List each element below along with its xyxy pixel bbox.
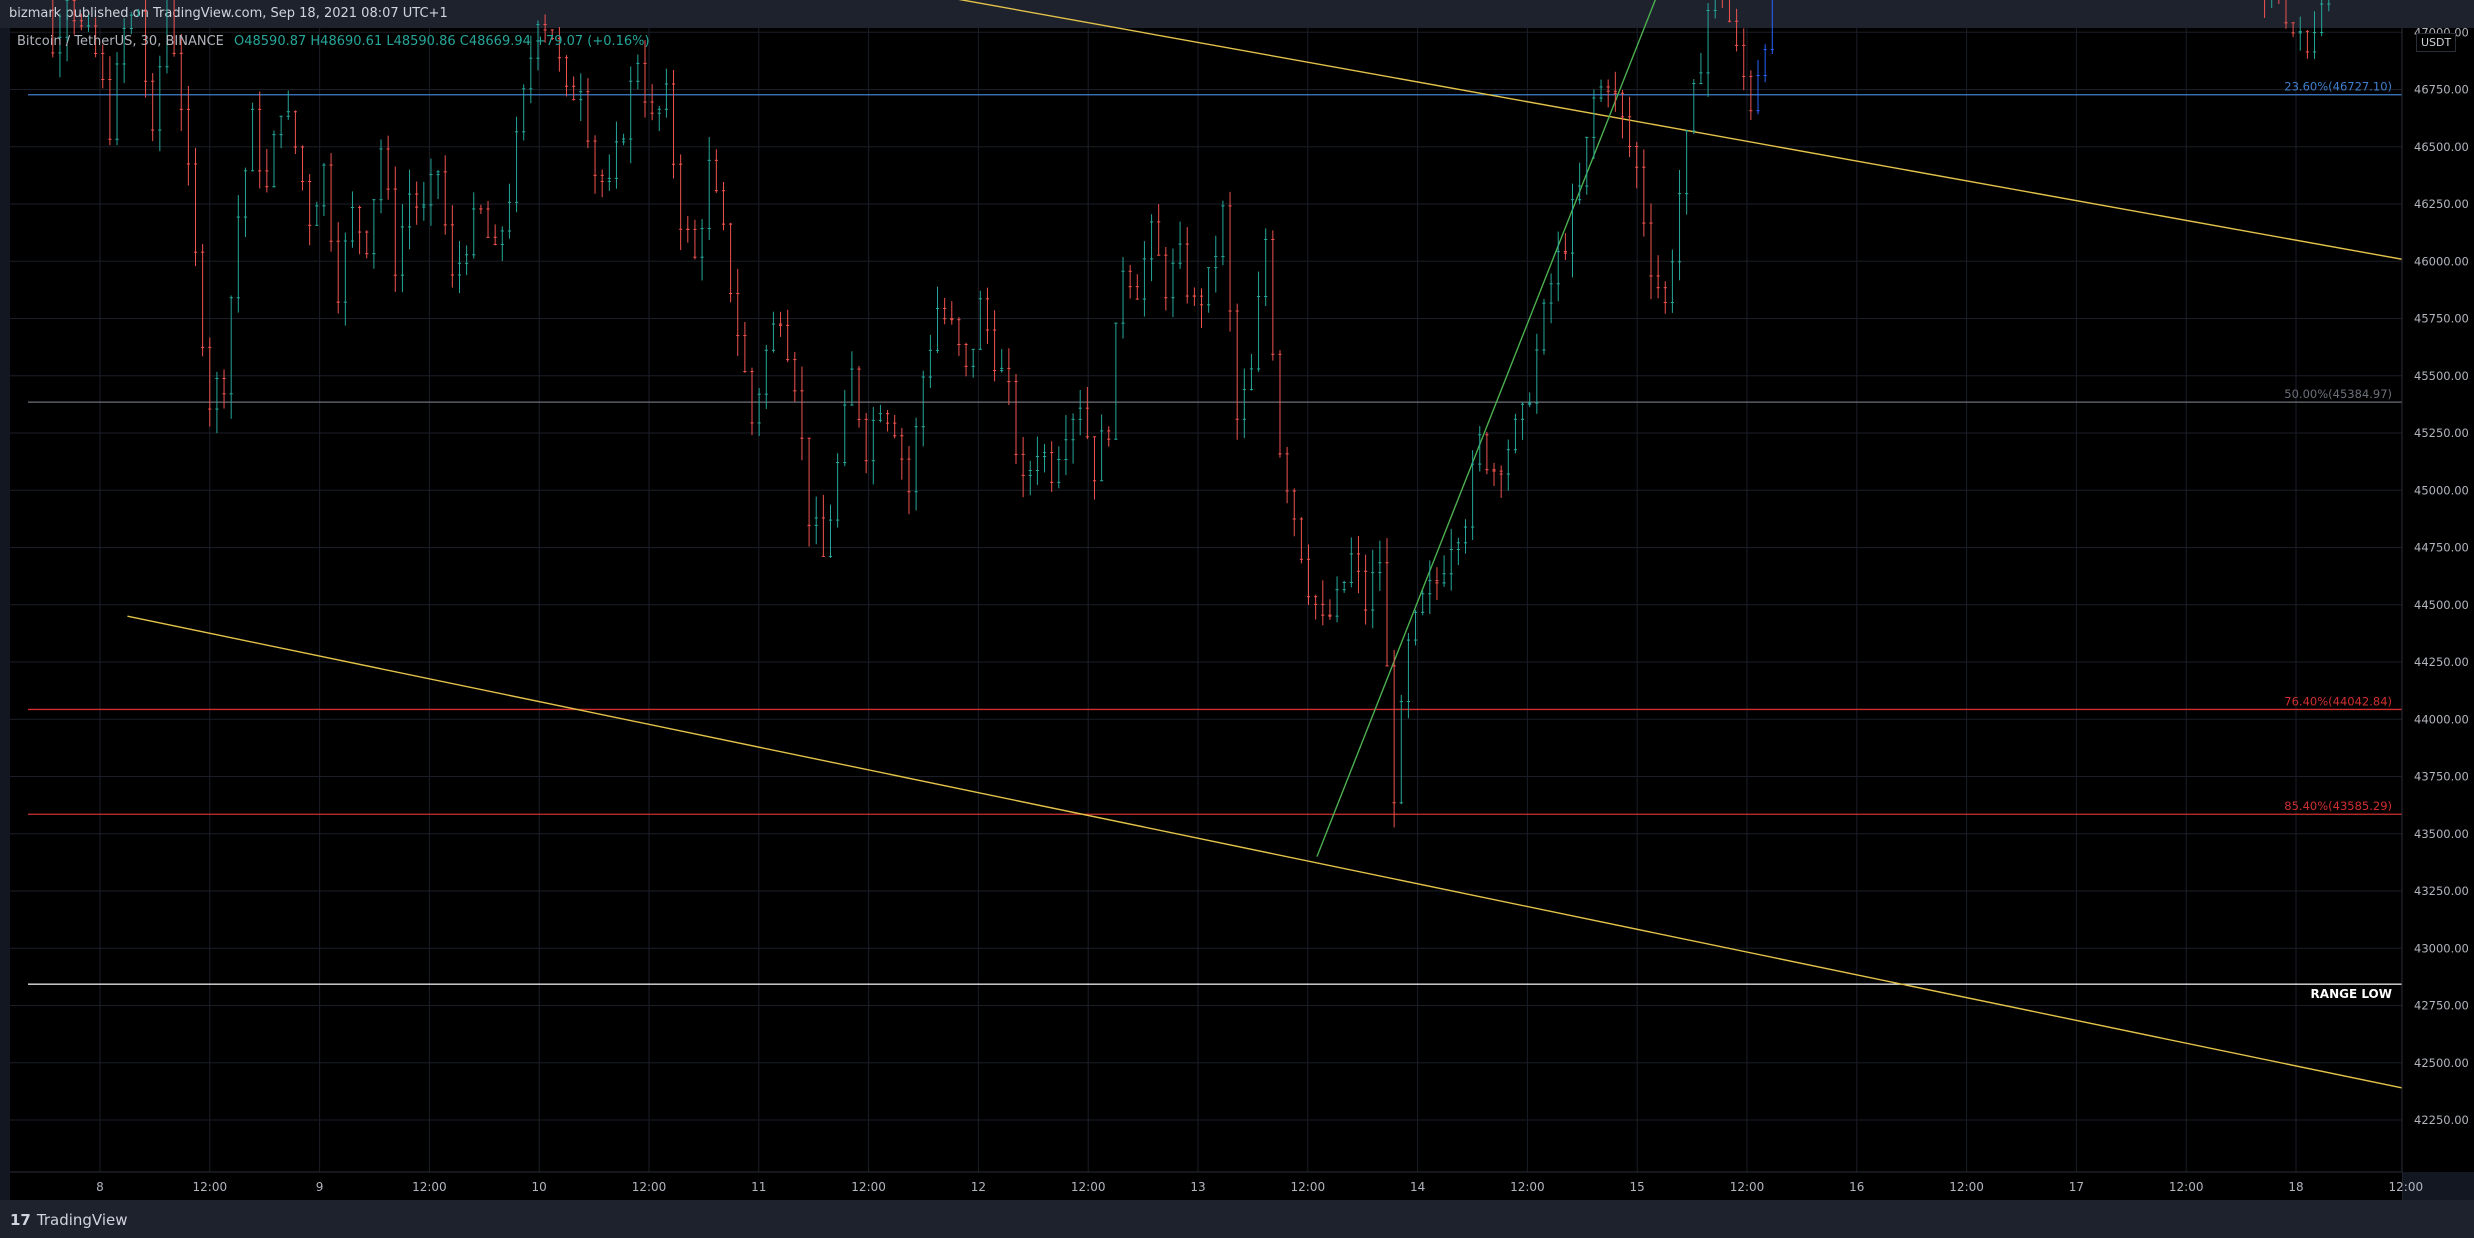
fib-level-label: 85.40%(43585.29) bbox=[2284, 799, 2392, 813]
symbol-title: Bitcoin / TetherUS, 30, BINANCE bbox=[17, 34, 224, 49]
time-tick-label: 12:00 bbox=[412, 1180, 447, 1194]
footer-bar: 17 TradingView bbox=[0, 1200, 2474, 1238]
time-tick-label: 12:00 bbox=[1949, 1180, 1984, 1194]
price-tick-label: 43500.00 bbox=[2414, 827, 2469, 841]
time-tick-label: 17 bbox=[2069, 1180, 2084, 1194]
price-tick-label: 44750.00 bbox=[2414, 541, 2469, 555]
time-tick-label: 12:00 bbox=[2169, 1180, 2204, 1194]
time-tick-label: 10 bbox=[532, 1180, 547, 1194]
price-axis-bg bbox=[2402, 28, 2474, 1172]
price-tick-label: 44000.00 bbox=[2414, 712, 2469, 726]
time-tick-label: 12:00 bbox=[1730, 1180, 1765, 1194]
time-tick-label: 11 bbox=[751, 1180, 766, 1194]
price-tick-label: 45750.00 bbox=[2414, 312, 2469, 326]
price-tick-label: 43250.00 bbox=[2414, 884, 2469, 898]
price-chart[interactable]: 14.60%(47184.65)23.60%(46727.10)50.00%(4… bbox=[0, 0, 2474, 1200]
symbol-legend: Bitcoin / TetherUS, 30, BINANCE O48590.8… bbox=[17, 34, 650, 49]
price-tick-label: 42500.00 bbox=[2414, 1056, 2469, 1070]
ohlc-close: C48669.94 bbox=[459, 34, 531, 49]
time-tick-label: 12 bbox=[971, 1180, 986, 1194]
price-tick-label: 42250.00 bbox=[2414, 1113, 2469, 1127]
price-tick-label: 46250.00 bbox=[2414, 197, 2469, 211]
time-tick-label: 12:00 bbox=[851, 1180, 886, 1194]
candles bbox=[51, 0, 2331, 828]
ohlc-low: L48590.86 bbox=[386, 34, 456, 49]
time-tick-label: 8 bbox=[96, 1180, 104, 1194]
trendline-upper-channel bbox=[958, 0, 2414, 262]
ohlc-open: O48590.87 bbox=[234, 34, 307, 49]
tradingview-logo-icon: 17 bbox=[10, 1211, 31, 1229]
range-low-label: RANGE LOW bbox=[2311, 987, 2392, 1001]
price-axis[interactable]: 42250.00 42500.00 42750.00 43000.00 43250.00… bbox=[2401, 0, 2474, 1200]
time-axis-bg bbox=[10, 1172, 2402, 1200]
time-tick-label: 12:00 bbox=[1071, 1180, 1106, 1194]
fib-level-label: 23.60%(46727.10) bbox=[2284, 80, 2392, 94]
brand-name: TradingView bbox=[36, 1211, 128, 1229]
price-tick-label: 45000.00 bbox=[2414, 483, 2469, 497]
price-tick-label: 44500.00 bbox=[2414, 598, 2469, 612]
ohlc-change: +79.07 (+0.16%) bbox=[535, 34, 650, 49]
fib-level-label: 76.40%(44042.84) bbox=[2284, 694, 2392, 708]
price-tick-label: 43000.00 bbox=[2414, 941, 2469, 955]
price-tick-label: 45250.00 bbox=[2414, 426, 2469, 440]
price-tick-label: 43750.00 bbox=[2414, 770, 2469, 784]
price-tick-label: 46750.00 bbox=[2414, 83, 2469, 97]
price-tick-label: 45500.00 bbox=[2414, 369, 2469, 383]
time-tick-label: 13 bbox=[1190, 1180, 1205, 1194]
time-tick-label: 15 bbox=[1630, 1180, 1645, 1194]
publish-info: bizmark published on TradingView.com, Se… bbox=[9, 6, 448, 21]
currency-label[interactable]: USDT bbox=[2416, 33, 2457, 52]
time-axis[interactable]: 8 12:00 9 12:00 10 12:00 11 12:00 12 12:00 13 12:00… bbox=[10, 1171, 2424, 1200]
time-tick-label: 9 bbox=[316, 1180, 324, 1194]
price-tick-label: 44250.00 bbox=[2414, 655, 2469, 669]
time-tick-label: 12:00 bbox=[1291, 1180, 1326, 1194]
publish-bar: bizmark published on TradingView.com, Se… bbox=[0, 0, 2474, 28]
time-tick-label: 12:00 bbox=[2389, 1180, 2424, 1194]
price-tick-label: 46000.00 bbox=[2414, 254, 2469, 268]
chart-drawings bbox=[28, 0, 2414, 1091]
trendline-uptrend bbox=[1316, 0, 1657, 857]
time-tick-label: 12:00 bbox=[1510, 1180, 1545, 1194]
ohlc-high: H48690.61 bbox=[310, 34, 383, 49]
time-tick-label: 16 bbox=[1849, 1180, 1864, 1194]
time-tick-label: 12:00 bbox=[193, 1180, 228, 1194]
fib-level-label: 50.00%(45384.97) bbox=[2284, 387, 2392, 401]
time-tick-label: 18 bbox=[2288, 1180, 2303, 1194]
time-tick-label: 12:00 bbox=[632, 1180, 667, 1194]
ohlc-values: O48590.87 H48690.61 L48590.86 C48669.94 … bbox=[234, 34, 650, 49]
tradingview-logo[interactable]: 17 TradingView bbox=[10, 1211, 128, 1229]
chart-grid bbox=[10, 28, 2407, 1172]
trendline-lower-channel bbox=[127, 615, 2414, 1091]
price-tick-label: 42750.00 bbox=[2414, 999, 2469, 1013]
time-tick-label: 14 bbox=[1410, 1180, 1425, 1194]
price-tick-label: 46500.00 bbox=[2414, 140, 2469, 154]
